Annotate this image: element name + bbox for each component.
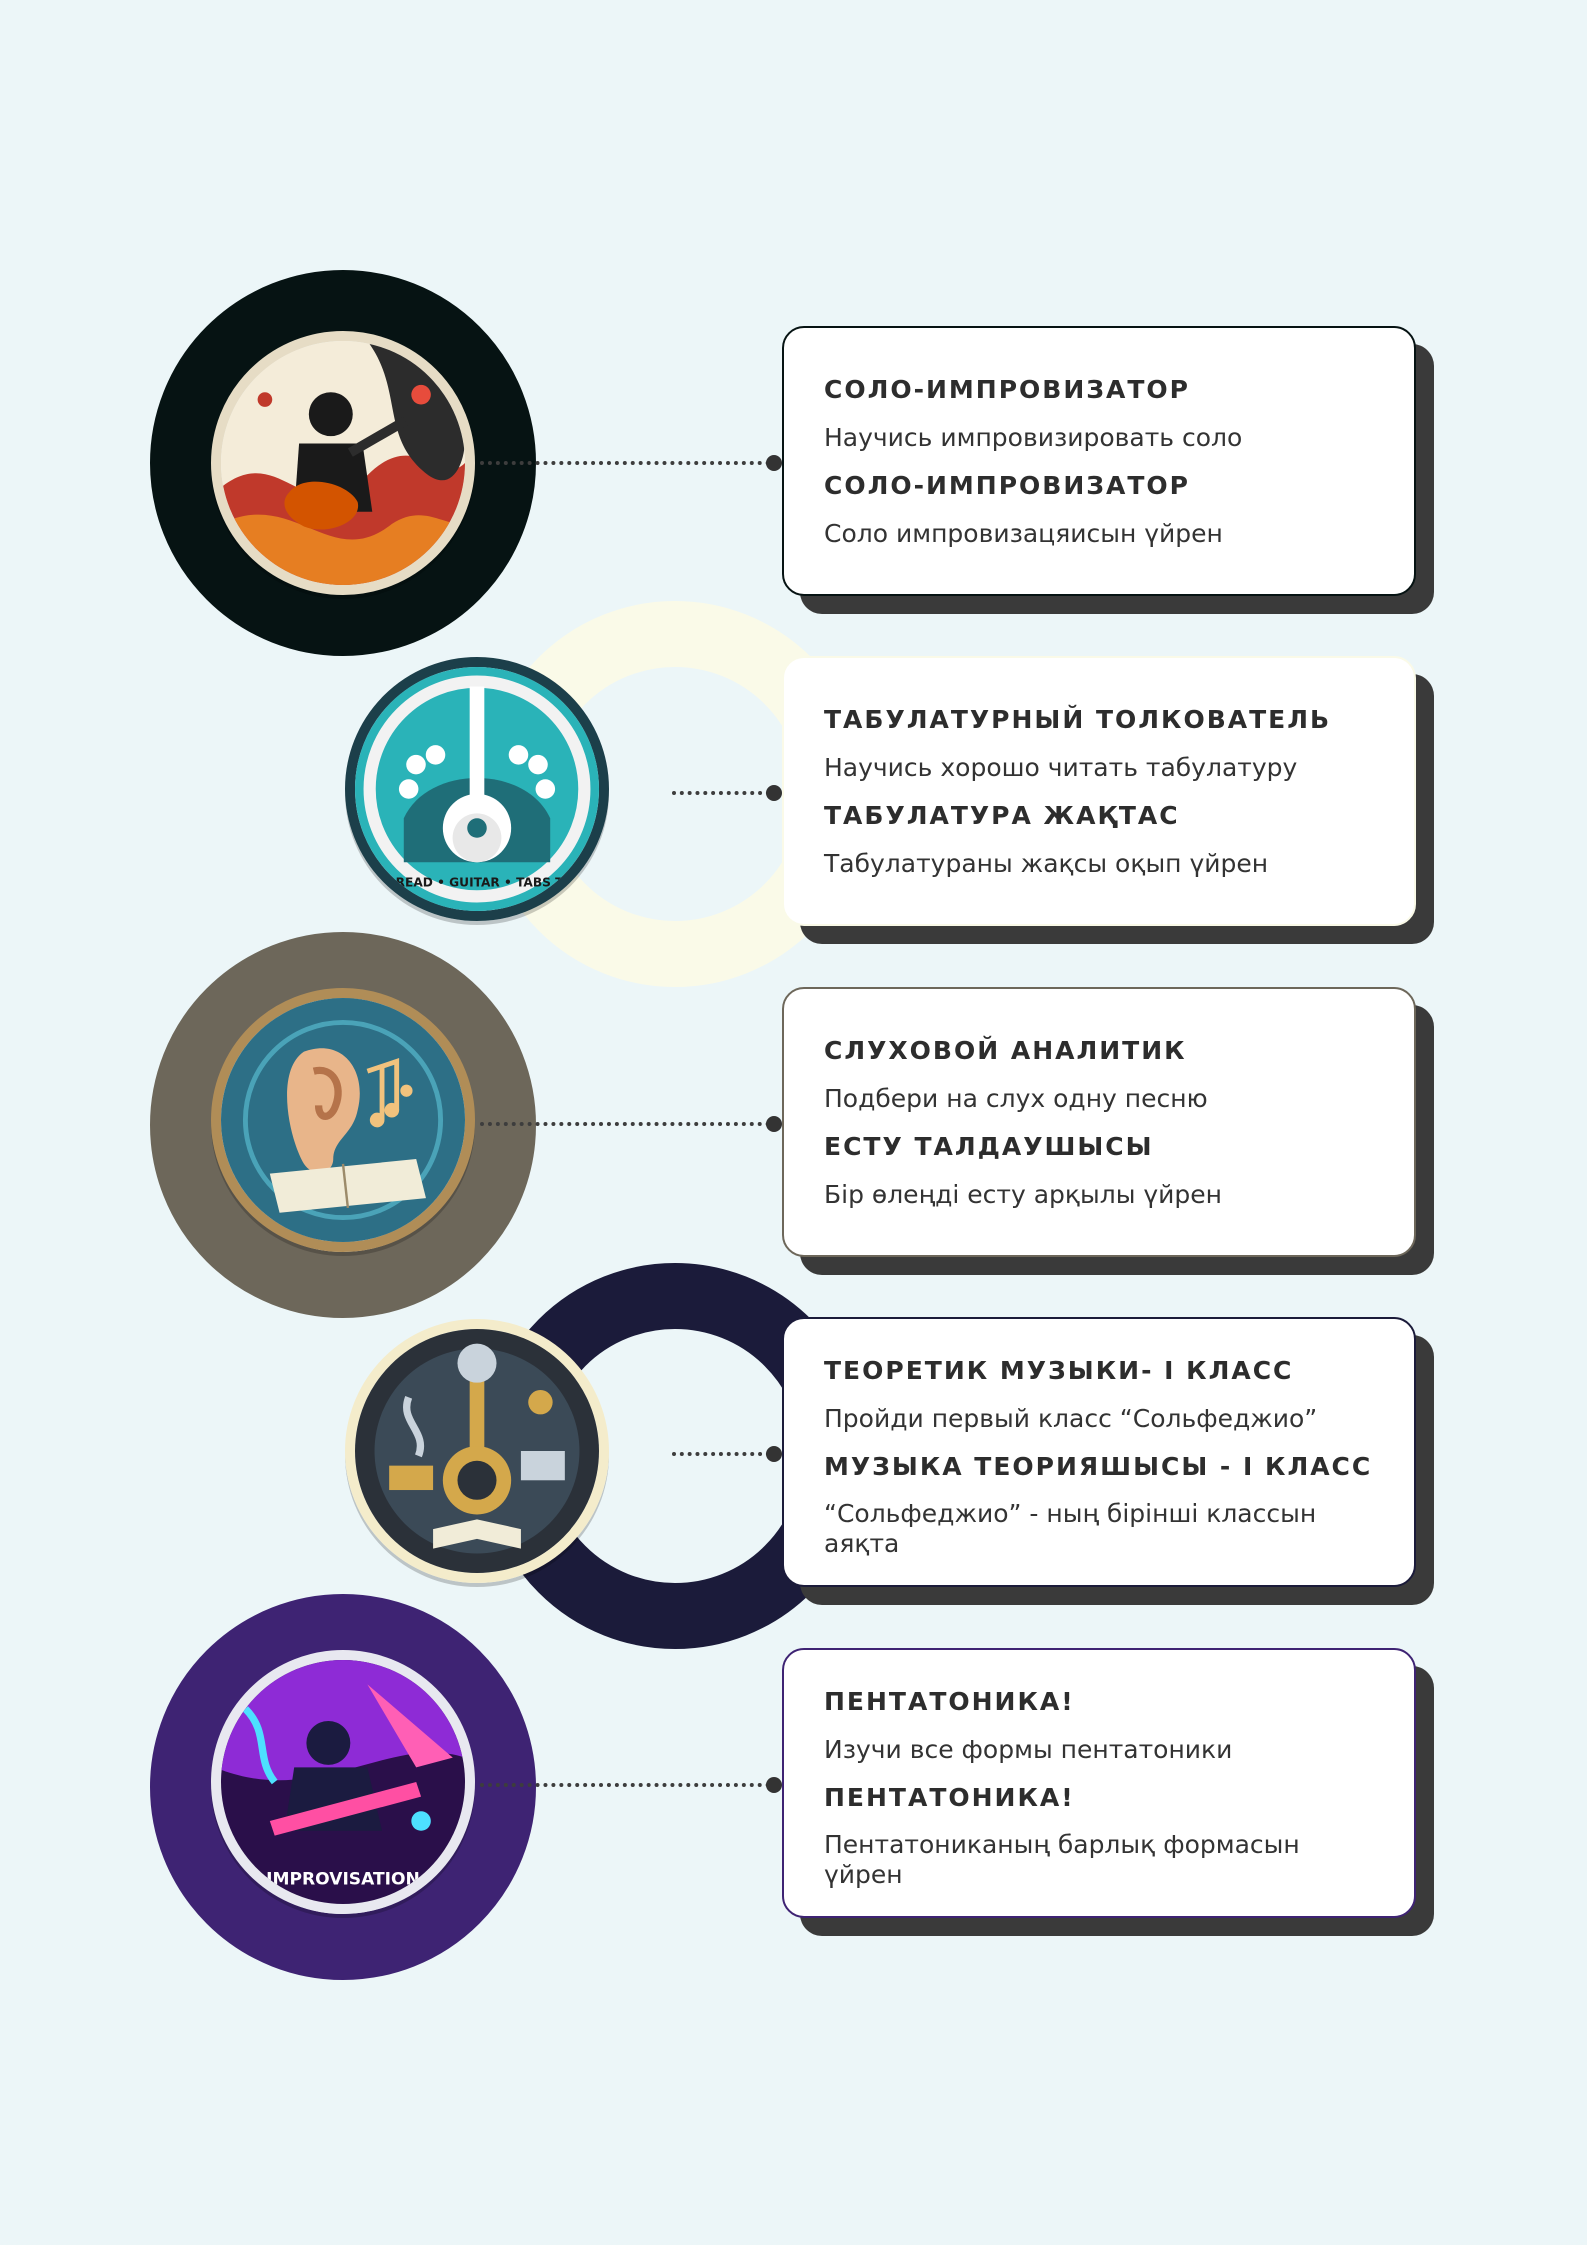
step-title-kz: МУЗЫКА ТЕОРИЯШЫСЫ - I КЛАСС [824,1452,1373,1481]
step-text-ru: Пройди первый класс “Сольфеджио” [824,1404,1318,1433]
step-title-ru: ТАБУЛАТУРНЫЙ ТОЛКОВАТЕЛЬ [824,705,1332,734]
connector-1 [480,461,770,465]
step-title-ru: ТЕОРЕТИК МУЗЫКИ- I КЛАСС [824,1356,1294,1385]
connector-dot-4 [766,1446,782,1462]
step-text-kz: Пентатониканың барлық формасын үйрен [824,1830,1300,1889]
guitar-tabs-badge-icon: TO READ • GUITAR • TABS TAB [345,657,609,921]
step-text-ru: Научись импровизировать соло [824,423,1243,452]
step-card-2: ТАБУЛАТУРНЫЙ ТОЛКОВАТЕЛЬ Научись хорошо … [782,656,1416,926]
music-theory-badge-art [355,1329,599,1573]
connector-dot-3 [766,1116,782,1132]
connector-5 [480,1783,770,1787]
step-text-ru: Изучи все формы пентатоники [824,1735,1233,1764]
step-card-1: СОЛО-ИМПРОВИЗАТОР Научись импровизироват… [782,326,1416,596]
step-text-kz: Бір өлеңді есту арқылы үйрен [824,1180,1223,1209]
connector-2 [672,791,770,795]
step-title-kz: ПЕНТАТОНИКА! [824,1783,1075,1812]
step-title-ru: ПЕНТАТОНИКА! [824,1687,1075,1716]
connector-4 [672,1452,770,1456]
ear-music-badge-art [221,998,465,1242]
guitarist-badge-art [221,341,465,585]
improvisation-badge-art: ·IMPROVISATION· [221,1660,465,1904]
step-title-ru: СОЛО-ИМПРОВИЗАТОР [824,375,1191,404]
guitar-tabs-badge-caption: TO READ • GUITAR • TABS TAB [373,876,582,890]
step-title-kz: ТАБУЛАТУРА ЖАҚТАС [824,801,1180,830]
step-text-ru: Научись хорошо читать табулатуру [824,753,1298,782]
improvisation-badge-icon: ·IMPROVISATION· [211,1650,475,1914]
connector-3 [480,1122,770,1126]
step-text-ru: Подбери на слух одну песню [824,1084,1208,1113]
step-title-kz: СОЛО-ИМПРОВИЗАТОР [824,471,1191,500]
step-card-4: ТЕОРЕТИК МУЗЫКИ- I КЛАСС Пройди первый к… [782,1317,1416,1587]
guitarist-badge-icon [211,331,475,595]
step-text-kz: Соло импровизацяисын үйрен [824,519,1223,548]
connector-dot-2 [766,785,782,801]
step-text-kz: Табулатураны жақсы оқып үйрен [824,849,1269,878]
step-card-5: ПЕНТАТОНИКА! Изучи все формы пентатоники… [782,1648,1416,1918]
connector-dot-1 [766,455,782,471]
step-title-ru: СЛУХОВОЙ АНАЛИТИК [824,1036,1187,1065]
music-theory-badge-icon [345,1319,609,1583]
step-card-3: СЛУХОВОЙ АНАЛИТИК Подбери на слух одну п… [782,987,1416,1257]
improvisation-badge-caption: ·IMPROVISATION· [260,1869,427,1889]
step-text-kz: “Сольфеджио” - ның бірінші классын аяқта [824,1499,1317,1558]
step-title-kz: ЕСТУ ТАЛДАУШЫСЫ [824,1132,1154,1161]
ear-music-badge-icon [211,988,475,1252]
path-arc-5 [150,1594,678,1980]
connector-dot-5 [766,1777,782,1793]
guitar-tabs-badge-art: TO READ • GUITAR • TABS TAB [355,667,599,911]
